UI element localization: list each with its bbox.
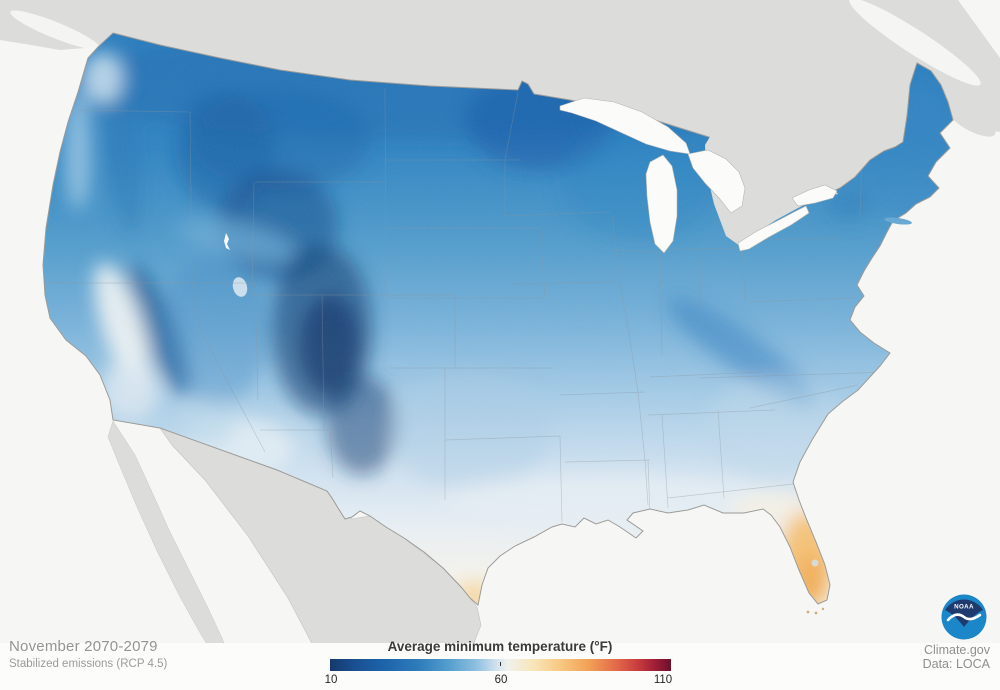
- legend-tick-min: 10: [324, 674, 338, 686]
- lake-erie: [737, 205, 810, 252]
- canada-landmass: [0, 0, 1000, 196]
- noaa-gull-icon: [946, 613, 982, 622]
- state-borders: [48, 87, 889, 523]
- lake-huron: [687, 149, 746, 214]
- long-island: [884, 217, 912, 225]
- florida-keys: [806, 607, 825, 615]
- lake-michigan: [645, 154, 678, 254]
- lake-ontario: [791, 184, 838, 207]
- great-lakes: [559, 97, 838, 254]
- mexico-landmass: [107, 420, 482, 690]
- noaa-logo: NOAA: [941, 594, 987, 640]
- noaa-logo-text: NOAA: [954, 604, 974, 611]
- legend-tick-mark: [669, 662, 670, 666]
- ontario-peninsula: [705, 130, 838, 246]
- map-period-label: November 2070-2079: [9, 638, 158, 655]
- credit-data-source: Data: LOCA: [922, 657, 990, 671]
- legend-title: Average minimum temperature (°F): [387, 639, 613, 654]
- legend-tick-mid: 60: [494, 674, 508, 686]
- legend-tick-max: 110: [653, 674, 673, 686]
- legend-tick-mark: [331, 662, 332, 666]
- map-scenario-label: Stabilized emissions (RCP 4.5): [9, 658, 168, 670]
- legend-colorbar: [330, 659, 671, 671]
- credit-climate-gov: Climate.gov: [924, 643, 990, 657]
- legend-tick-mark: [500, 662, 501, 666]
- lake-okeechobee: [811, 559, 819, 567]
- lake-superior: [559, 97, 691, 155]
